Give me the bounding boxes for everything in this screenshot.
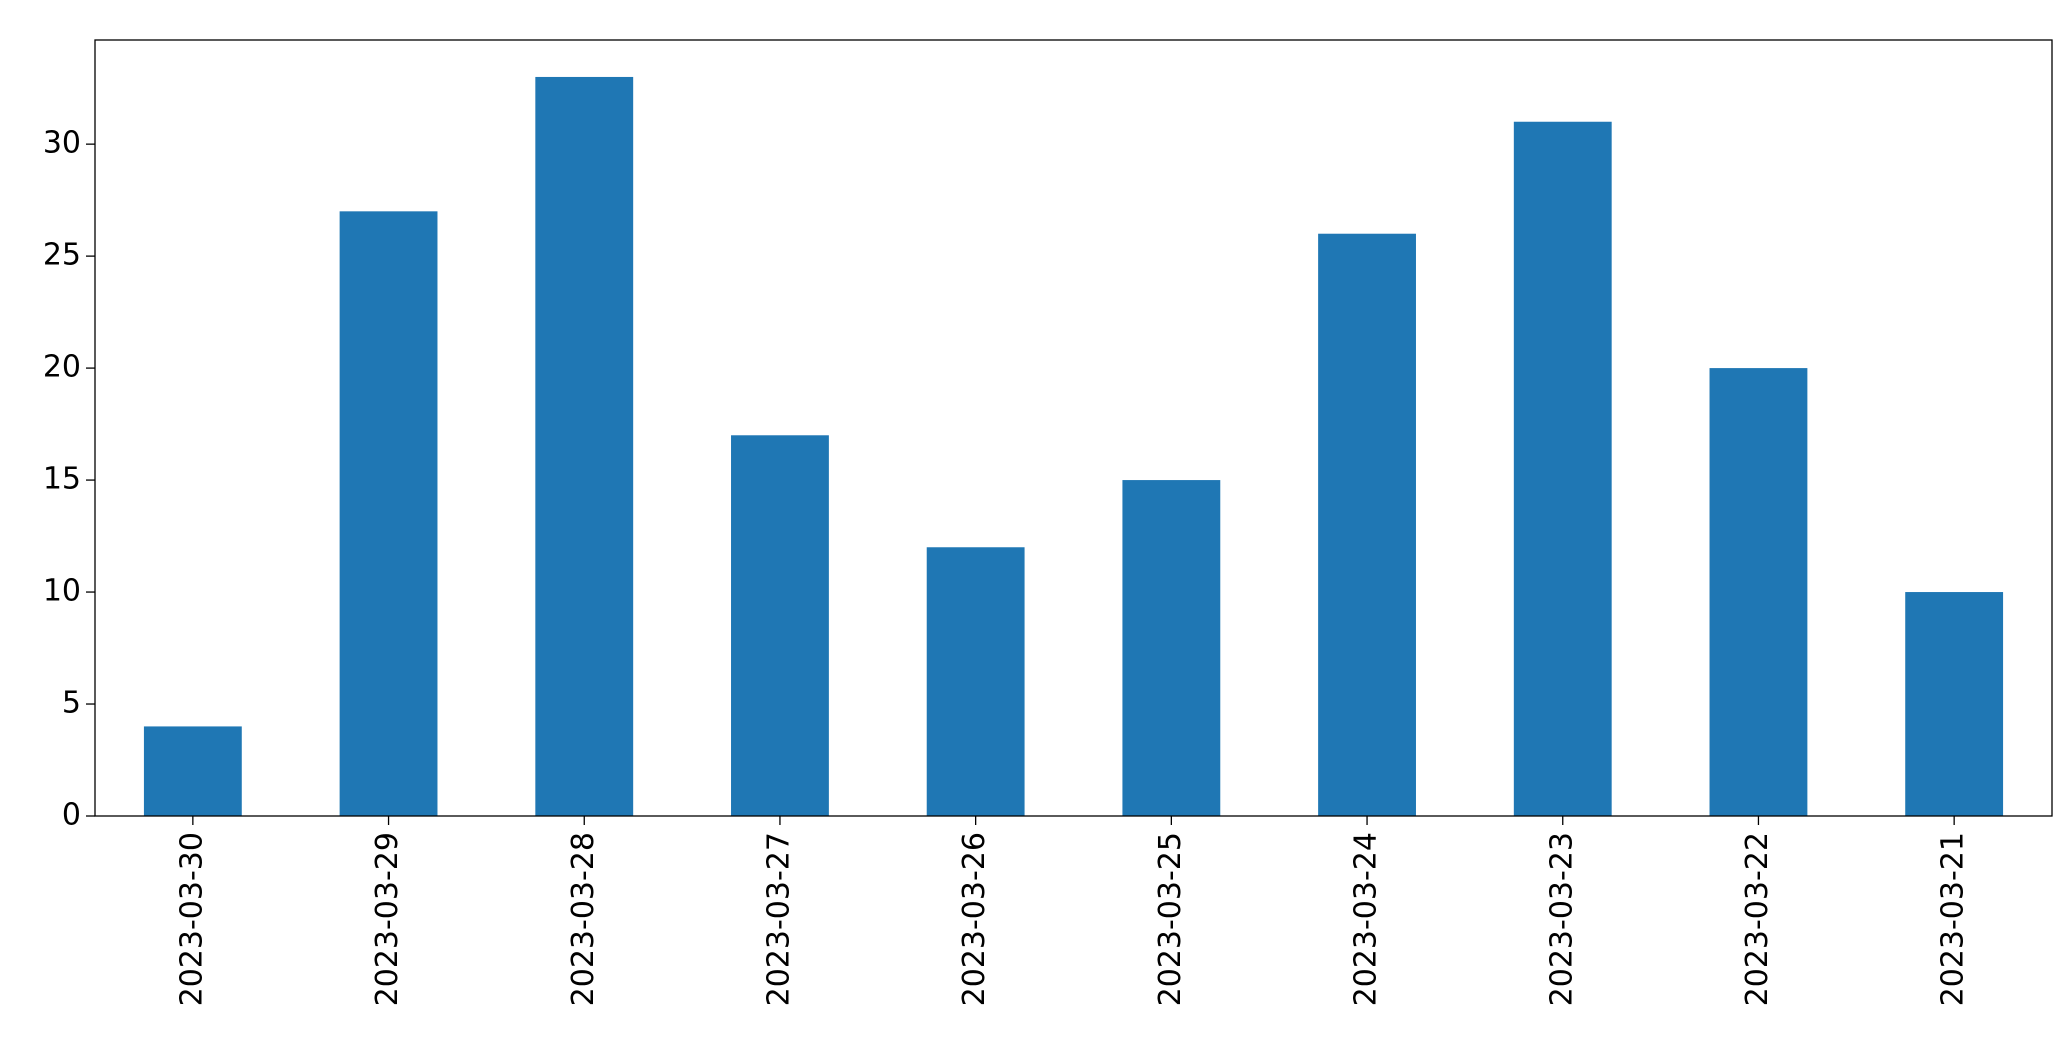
x-tick-label: 2023-03-28 [566,832,601,1006]
x-tick-label: 2023-03-26 [957,832,992,1006]
x-tick-label: 2023-03-25 [1153,832,1188,1006]
bar [1122,480,1221,816]
y-tick-label: 10 [43,574,81,609]
x-tick-label: 2023-03-29 [370,832,405,1006]
y-tick-label: 25 [43,238,81,273]
bar [143,726,242,816]
y-tick-label: 30 [43,126,81,161]
y-tick-label: 15 [43,462,81,497]
y-tick-label: 0 [62,798,81,833]
x-tick-label: 2023-03-27 [761,832,796,1006]
x-tick-label: 2023-03-24 [1349,832,1384,1006]
bar [731,435,829,816]
y-tick-label: 5 [62,686,81,721]
bar [1318,233,1416,816]
bar [1905,592,2004,816]
bar [1709,368,1808,816]
bar [1513,121,1612,816]
x-tick-label: 2023-03-21 [1936,832,1971,1006]
x-tick-label: 2023-03-23 [1544,832,1579,1006]
x-tick-label: 2023-03-22 [1740,832,1775,1006]
x-tick-label: 2023-03-30 [174,832,209,1006]
bar [535,76,634,816]
bar [926,547,1025,816]
plot-frame [94,39,2053,817]
y-tick-label: 20 [43,350,81,385]
bar [339,211,438,816]
